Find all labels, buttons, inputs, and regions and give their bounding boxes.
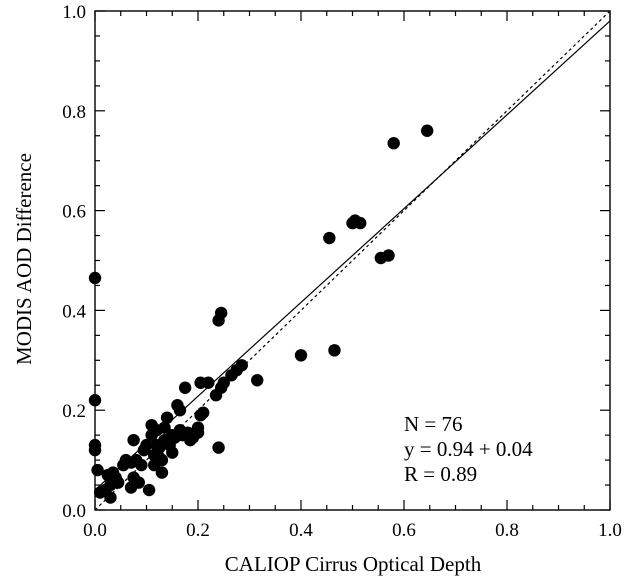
data-point	[88, 271, 102, 285]
x-tick-label: 0.4	[289, 520, 313, 541]
data-point	[91, 463, 104, 477]
data-point	[202, 376, 215, 389]
data-point	[354, 216, 367, 230]
data-point	[111, 476, 125, 489]
x-tick-label: 0.6	[392, 520, 416, 541]
data-point	[88, 443, 102, 457]
data-point	[178, 381, 192, 394]
data-point	[132, 476, 145, 489]
axis-tick-labels: 0.0 0.2 0.4 0.6 0.8 1.0 0.0 0.2 0.4 0.6 0.8 1.0	[62, 2, 622, 541]
data-point	[294, 349, 308, 362]
y-tick-label: 0.8	[62, 102, 86, 123]
data-point	[127, 433, 140, 447]
y-tick-label: 0.0	[62, 501, 86, 522]
data-point	[212, 441, 225, 454]
data-point	[323, 231, 336, 245]
data-point	[251, 374, 264, 387]
y-tick-label: 0.6	[62, 202, 86, 223]
data-point	[196, 406, 210, 419]
data-point	[214, 306, 228, 320]
y-tick-label: 0.4	[62, 301, 86, 322]
data-point	[173, 404, 187, 417]
data-point	[155, 466, 169, 479]
data-point	[160, 411, 174, 424]
data-point	[387, 137, 400, 150]
correlation-annotation: R = 0.89	[404, 462, 477, 486]
data-point	[158, 421, 171, 434]
x-axis-label: CALIOP Cirrus Optical Depth	[225, 552, 482, 576]
data-point	[420, 124, 434, 137]
data-point	[88, 394, 102, 407]
y-tick-label: 1.0	[62, 2, 86, 23]
data-point	[235, 359, 248, 372]
x-tick-label: 0.2	[186, 520, 210, 541]
data-point	[104, 491, 117, 504]
data-points	[88, 124, 434, 504]
x-tick-label: 0.0	[83, 520, 107, 541]
data-point	[382, 249, 395, 262]
data-point	[328, 344, 341, 357]
x-tick-label: 0.8	[495, 520, 519, 541]
data-point	[153, 451, 166, 464]
data-point	[191, 426, 205, 439]
data-point	[217, 376, 230, 389]
data-point	[166, 446, 179, 459]
data-point	[135, 458, 148, 472]
data-point	[137, 443, 151, 457]
x-tick-label: 1.0	[598, 520, 622, 541]
data-point	[117, 458, 130, 472]
data-point	[142, 483, 156, 497]
y-tick-label: 0.2	[62, 401, 86, 422]
axis-ticks	[94, 10, 611, 511]
sample-size-annotation: N = 76	[404, 412, 463, 436]
y-axis-label: MODIS AOD Difference	[12, 153, 36, 365]
fit-equation-annotation: y = 0.94 + 0.04	[404, 437, 533, 461]
